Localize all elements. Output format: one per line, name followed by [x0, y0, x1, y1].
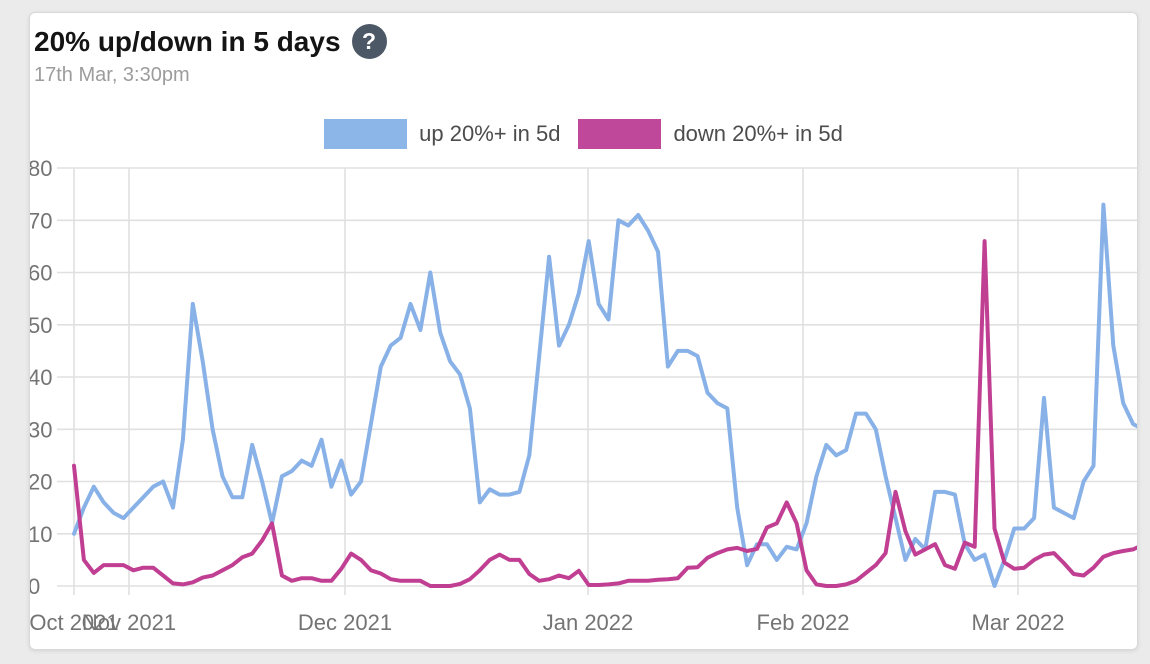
- legend-item-down[interactable]: down 20%+ in 5d: [578, 119, 843, 149]
- chart-timestamp: 17th Mar, 3:30pm: [34, 64, 190, 86]
- y-tick-label: 30: [29, 417, 52, 442]
- x-tick-label: Nov 2021: [82, 610, 176, 635]
- x-tick-label: Oct 2021: [29, 610, 118, 635]
- x-tick-label: Mar 2022: [972, 610, 1065, 635]
- legend-label-down: down 20%+ in 5d: [673, 121, 843, 146]
- y-tick-label: 80: [29, 156, 52, 181]
- chart-card: 0 10 20 30 40 50 60 70 80 Oct 2021 Nov 2021 Dec 202…: [29, 12, 1138, 650]
- chart-header: 20% up/down in 5 days ? 17th Mar, 3:30pm: [34, 24, 387, 87]
- y-tick-label: 20: [29, 470, 52, 495]
- x-tick-label: Jan 2022: [543, 610, 634, 635]
- legend-item-up[interactable]: up 20%+ in 5d: [324, 119, 560, 149]
- y-tick-label: 10: [29, 522, 52, 547]
- y-tick-label: 60: [29, 261, 52, 286]
- legend-swatch-down-icon: [578, 119, 662, 149]
- legend-swatch-up-icon: [324, 119, 408, 149]
- help-icon[interactable]: ?: [351, 24, 387, 59]
- y-tick-label: 50: [29, 313, 52, 338]
- series-line-down: [72, 239, 1137, 588]
- x-tick-label: Dec 2021: [298, 610, 392, 635]
- page-title: 20% up/down in 5 days: [34, 25, 341, 57]
- legend-label-up: up 20%+ in 5d: [419, 121, 561, 146]
- x-tick-label: Feb 2022: [757, 610, 850, 635]
- chart-legend: up 20%+ in 5d down 20%+ in 5d: [30, 119, 1137, 149]
- y-tick-label: 0: [29, 574, 40, 599]
- y-tick-label: 40: [29, 365, 52, 390]
- y-tick-label: 70: [29, 208, 52, 233]
